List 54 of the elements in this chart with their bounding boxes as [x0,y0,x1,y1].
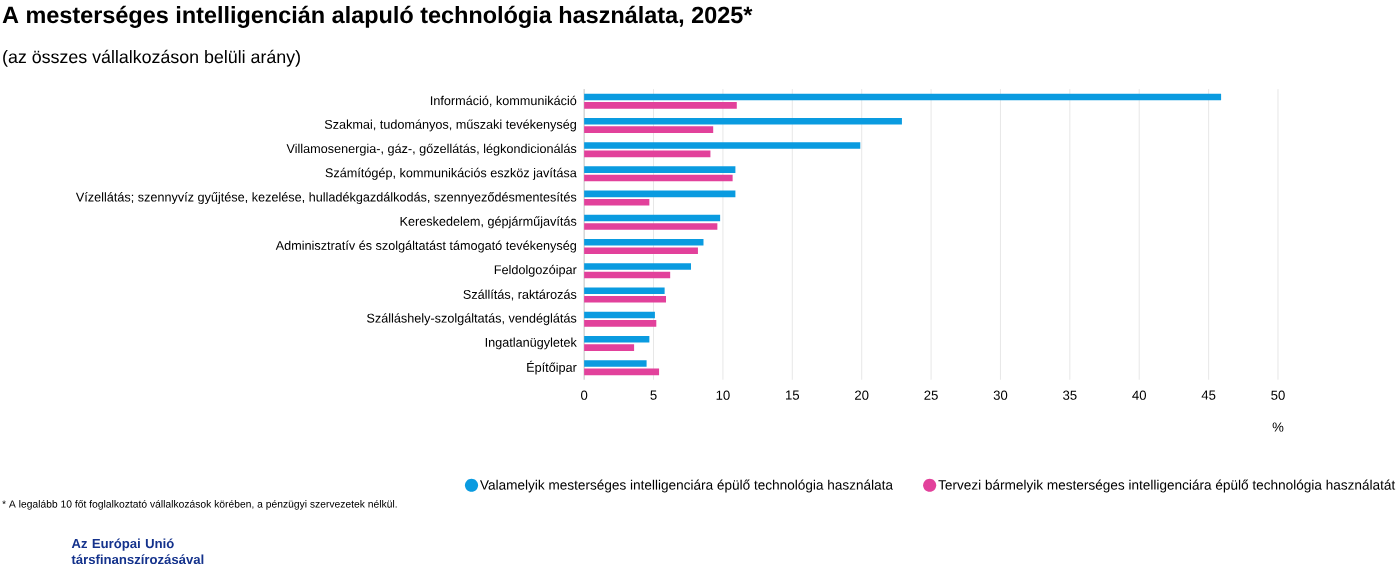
y-tick-label: Szálláshely-szolgáltatás, vendéglátás [367,312,577,325]
y-tick-label: Ingatlanügyletek [485,337,577,350]
y-tick-label: Villamosenergia-, gáz-, gőzellátás, légkondicionálás [286,143,577,156]
y-tick-label: Adminisztratív és szolgáltatást támogató tevékenység [275,240,576,253]
bar [584,247,698,254]
text: Az Európai Unió társfinanszírozásával [71,538,204,564]
y-tick-label: Építőipar [527,360,577,375]
bar [584,223,718,230]
x-tick-label: 5 [650,390,657,400]
bar [584,198,650,206]
bar [584,319,657,327]
bar [584,117,902,125]
text: * A legalább 10 főt foglalkoztató vállalkozások körében, a pénzügyi szervezetek nélkül. [2,499,397,510]
x-tick-label: 20 [855,390,869,400]
y-tick-label: Szakmai, tudományos, műszaki tevékenység [324,119,576,132]
x-tick-label: 0 [581,390,588,400]
y-tick-label: Feldolgozóipar [494,264,577,277]
y-tick-label: Kereskedelem, gépjárműjavítás [400,216,577,229]
bar [584,166,736,173]
legend-label: Valamelyik mesterséges intelligenciára épülő technológia használata [480,479,893,493]
x-tick-label: 35 [1063,390,1077,400]
bar [584,174,733,182]
text: A mesterséges intelligencián alapuló technológia használata, 2025* [2,5,753,28]
y-tick-label: Szállítás, raktározás [463,289,577,301]
y-tick-label: Információ, kommunikáció [430,95,577,107]
bar [584,214,721,222]
bar [584,335,650,343]
bar [584,311,655,319]
bar [584,101,737,109]
y-tick-label: Vízellátás; szennyvíz gyűjtése, kezelése, hulladékgazdálkodás, szennyeződésmentesítés [75,191,577,204]
x-tick-label: 15 [786,390,800,400]
bar [584,263,691,270]
bar [584,271,671,279]
bar [584,238,704,246]
bar [584,190,736,197]
bar [584,295,667,303]
bar [584,150,711,157]
x-tick-label: 40 [1132,390,1147,400]
bar [584,344,635,351]
x-axis-title: % [1272,422,1284,432]
bar [584,126,714,133]
bar [584,368,660,375]
x-tick-label: 30 [993,390,1008,400]
x-tick-label: 10 [716,390,730,400]
x-tick-label: 45 [1201,390,1216,400]
x-tick-label: 25 [924,390,938,400]
text: (az összes vállalkozáson belüli arány) [3,49,300,67]
legend-label: Tervezi bármelyik mesterséges intelligenciára épülő technológia használatát [938,479,1396,493]
bar [584,287,665,294]
bar [584,93,1222,101]
bar [584,359,647,367]
y-tick-label: Számítógép, kommunikációs eszköz javítása [325,167,577,180]
x-tick-label: 50 [1271,390,1285,400]
bar [584,141,861,149]
